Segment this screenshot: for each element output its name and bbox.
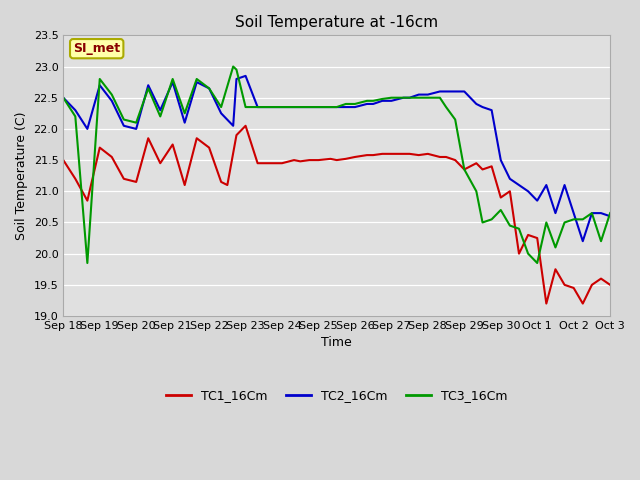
TC3_16Cm	[83, 260, 91, 266]
TC3_16Cm	[253, 104, 261, 110]
TC1_16Cm	[326, 156, 334, 162]
TC2_16Cm	[460, 89, 468, 95]
X-axis label: Time: Time	[321, 336, 352, 349]
Line: TC3_16Cm: TC3_16Cm	[63, 67, 610, 263]
TC1_16Cm	[543, 300, 550, 306]
TC2_16Cm	[242, 73, 250, 79]
TC2_16Cm	[579, 238, 587, 244]
TC1_16Cm	[606, 282, 614, 288]
TC1_16Cm	[96, 145, 104, 151]
TC2_16Cm	[606, 213, 614, 219]
TC3_16Cm	[472, 189, 480, 194]
TC2_16Cm	[232, 76, 240, 82]
Line: TC2_16Cm: TC2_16Cm	[63, 76, 610, 241]
TC3_16Cm	[108, 92, 116, 97]
Line: TC1_16Cm: TC1_16Cm	[63, 126, 610, 303]
TC3_16Cm	[229, 64, 237, 70]
TC2_16Cm	[326, 104, 334, 110]
TC2_16Cm	[451, 89, 459, 95]
TC1_16Cm	[451, 157, 459, 163]
Text: SI_met: SI_met	[73, 42, 120, 55]
TC1_16Cm	[232, 132, 240, 138]
TC3_16Cm	[460, 167, 468, 172]
TC3_16Cm	[60, 95, 67, 101]
TC3_16Cm	[333, 104, 340, 110]
Y-axis label: Soil Temperature (C): Soil Temperature (C)	[15, 111, 28, 240]
TC2_16Cm	[83, 126, 91, 132]
TC2_16Cm	[96, 83, 104, 88]
TC1_16Cm	[83, 198, 91, 204]
TC1_16Cm	[242, 123, 250, 129]
TC2_16Cm	[60, 95, 67, 101]
TC1_16Cm	[60, 157, 67, 163]
Title: Soil Temperature at -16cm: Soil Temperature at -16cm	[235, 15, 438, 30]
TC1_16Cm	[460, 167, 468, 172]
TC3_16Cm	[96, 76, 104, 82]
TC3_16Cm	[606, 210, 614, 216]
Legend: TC1_16Cm, TC2_16Cm, TC3_16Cm: TC1_16Cm, TC2_16Cm, TC3_16Cm	[161, 384, 513, 407]
